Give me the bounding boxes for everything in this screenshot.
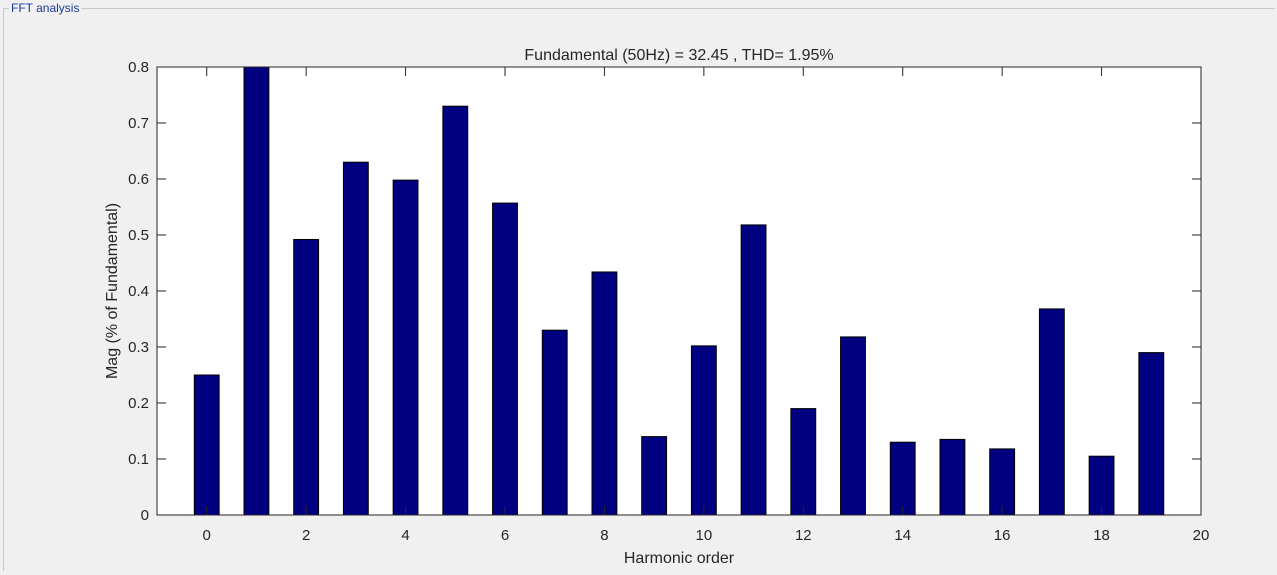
- bar-harmonic-15: [939, 438, 966, 516]
- x-tick-label: 4: [401, 527, 409, 544]
- bar-harmonic-19: [1138, 352, 1165, 516]
- bar-harmonic-3: [342, 161, 369, 516]
- bar-harmonic-16: [989, 448, 1016, 516]
- bar-harmonic-7: [541, 329, 568, 516]
- y-tick-label: 0.1: [128, 451, 149, 468]
- bar-harmonic-8: [591, 271, 618, 516]
- bar-harmonic-11: [740, 224, 767, 516]
- bar-harmonic-4: [392, 179, 419, 516]
- bar-harmonic-1: [243, 66, 270, 516]
- plot-frame: [156, 66, 1202, 516]
- bar-harmonic-10: [690, 345, 717, 516]
- x-axis-label: Harmonic order: [624, 550, 735, 567]
- x-tick-label: 18: [1093, 527, 1110, 544]
- chart-title: Fundamental (50Hz) = 32.45 , THD= 1.95%: [524, 47, 833, 64]
- y-tick-label: 0.7: [128, 115, 149, 132]
- plot-area: [157, 67, 1201, 515]
- bar-harmonic-5: [442, 105, 469, 516]
- x-tick-label: 20: [1193, 527, 1210, 544]
- x-tick-label: 16: [994, 527, 1011, 544]
- bar-harmonic-0: [193, 374, 220, 516]
- bar-harmonic-14: [889, 441, 916, 516]
- bars-group: [193, 66, 1165, 516]
- x-tick-label: 12: [795, 527, 812, 544]
- y-tick-label: 0.2: [128, 395, 149, 412]
- x-tick-label: 10: [696, 527, 713, 544]
- y-axis-label: Mag (% of Fundamental): [104, 203, 121, 379]
- x-tick-label: 2: [302, 527, 310, 544]
- bar-harmonic-12: [790, 408, 817, 516]
- y-tick-label: 0: [141, 507, 149, 524]
- y-tick-label: 0.8: [128, 59, 149, 76]
- panel-title: FFT analysis: [9, 1, 82, 15]
- bar-harmonic-2: [293, 238, 320, 516]
- bar-harmonic-13: [840, 336, 866, 516]
- x-tick-label: 0: [203, 527, 211, 544]
- bar-harmonic-9: [641, 436, 668, 516]
- bar-harmonic-6: [492, 202, 518, 516]
- x-tick-label: 8: [600, 527, 608, 544]
- y-tick-label: 0.4: [128, 283, 149, 300]
- y-tick-label: 0.3: [128, 339, 149, 356]
- y-tick-label: 0.6: [128, 171, 149, 188]
- x-tick-label: 14: [894, 527, 911, 544]
- x-tick-label: 6: [501, 527, 509, 544]
- bar-harmonic-18: [1088, 455, 1115, 516]
- bar-harmonic-17: [1038, 308, 1065, 516]
- x-ticks-group: 0 2 4 6 8 10 12 14 16 18 20: [203, 67, 1210, 544]
- y-tick-label: 0.5: [128, 227, 149, 244]
- y-ticks-group: 0 0.1 0.2 0.3 0.4 0.5 0.6 0.7 0.8: [128, 59, 1201, 524]
